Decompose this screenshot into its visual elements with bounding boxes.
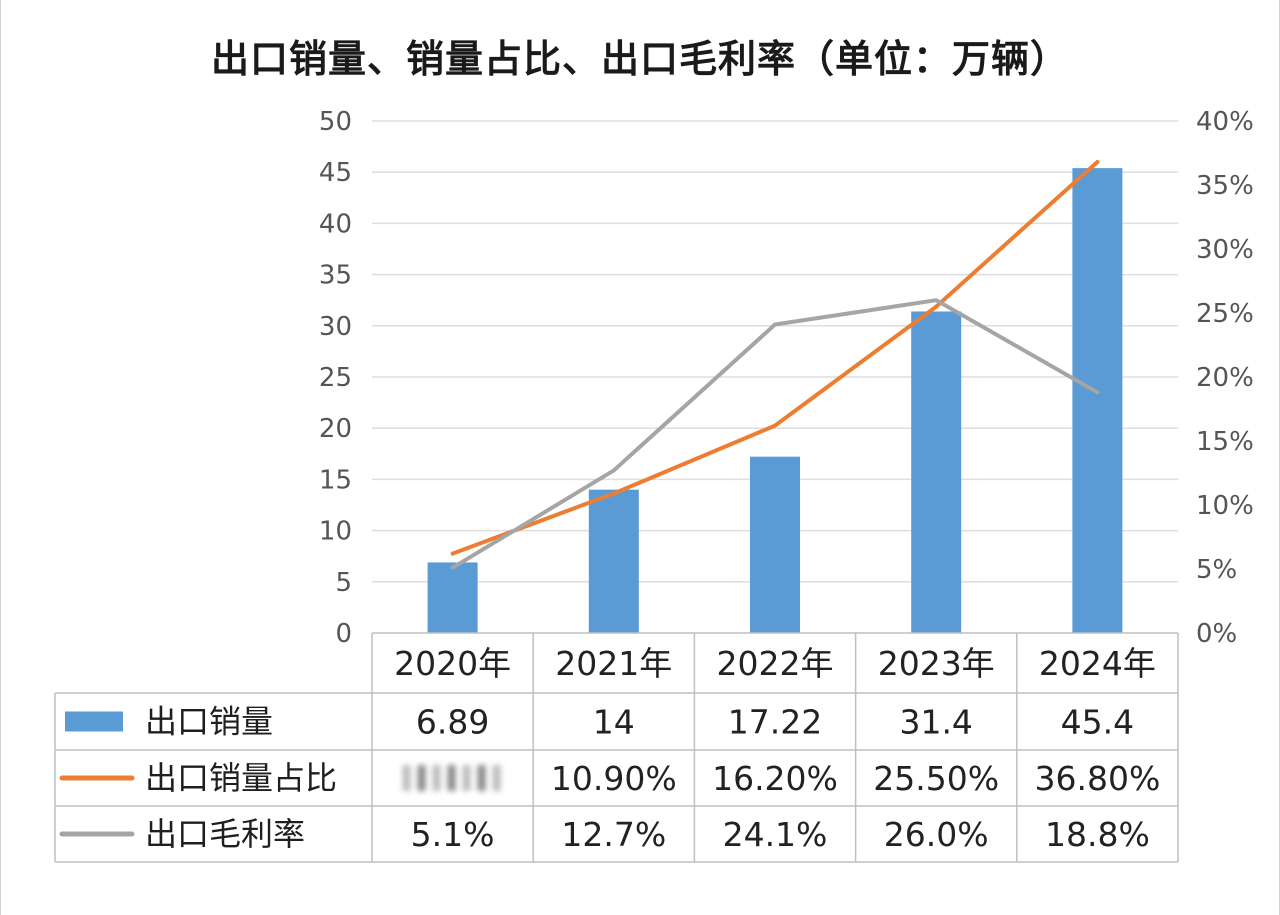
table-cell: 14 [593,703,635,742]
blur-mark [462,765,471,791]
y-right-tick-label: 15% [1196,427,1254,457]
bar [588,489,639,633]
y-left-tick-label: 15 [319,465,352,495]
bar [427,562,478,633]
y-right-tick-label: 5% [1196,555,1237,585]
y-left-tick-label: 10 [319,517,352,547]
blur-mark [432,765,441,791]
blurred-cell [402,765,501,791]
y-axis-left: 0 5 10 15 20 25 30 35 40 45 50 [319,107,352,649]
table-cell: 24.1% [723,815,828,854]
table-cell: 31.4 [899,703,972,742]
frame-left-border [0,0,1,915]
line-series [450,159,1100,570]
y-right-tick-label: 35% [1196,171,1254,201]
series-line [450,298,1100,570]
bar-series [427,168,1123,633]
table-cell: 26.0% [884,815,989,854]
table-cell: 16.20% [712,759,838,798]
table-cell: 25.50% [873,759,999,798]
y-left-tick-label: 0 [335,619,352,649]
y-right-tick-label: 0% [1196,619,1237,649]
table-cell: 10.90% [551,759,677,798]
y-right-tick-label: 10% [1196,491,1254,521]
legend-key-bar [65,711,123,732]
bar [750,456,800,633]
table-cell: 12.7% [561,815,666,854]
y-right-tick-label: 20% [1196,363,1254,393]
x-tick-label: 2023年 [878,644,995,683]
x-tick-label: 2020年 [394,644,511,683]
blur-mark [447,765,456,791]
y-left-tick-label: 45 [319,158,352,188]
chart-title: 出口销量、销量占比、出口毛利率（单位：万辆） [210,37,1069,81]
y-right-tick-label: 30% [1196,235,1254,265]
y-axis-right: 0% 5% 10% 15% 20% 25% 30% 35% 40% [1196,107,1254,649]
legend-label: 出口销量 [145,703,273,741]
x-tick-label: 2024年 [1039,644,1156,683]
x-tick-label: 2021年 [555,644,672,683]
table-cell: 18.8% [1045,815,1150,854]
y-left-tick-label: 40 [319,209,352,239]
table-cell: 45.4 [1061,703,1134,742]
y-right-tick-label: 25% [1196,299,1254,329]
table-cell: 6.89 [416,703,489,742]
legend-label: 出口毛利率 [145,815,305,853]
blur-mark [417,765,426,791]
y-left-tick-label: 20 [319,414,352,444]
legend-label: 出口销量占比 [145,759,337,797]
blur-mark [492,765,501,791]
blur-mark [402,765,411,791]
table-cell: 17.22 [728,703,822,742]
y-left-tick-label: 50 [319,107,352,137]
y-left-tick-label: 35 [319,261,352,291]
bar [911,311,962,633]
y-left-tick-label: 5 [335,568,352,598]
table-cell: 5.1% [411,815,495,854]
bar [1072,168,1123,633]
blur-mark [477,765,486,791]
y-left-tick-label: 30 [319,312,352,342]
x-tick-label: 2022年 [717,644,834,683]
series-line [450,159,1100,556]
table-cell: 36.80% [1034,759,1160,798]
y-right-tick-label: 40% [1196,107,1254,137]
y-left-tick-label: 25 [319,363,352,393]
